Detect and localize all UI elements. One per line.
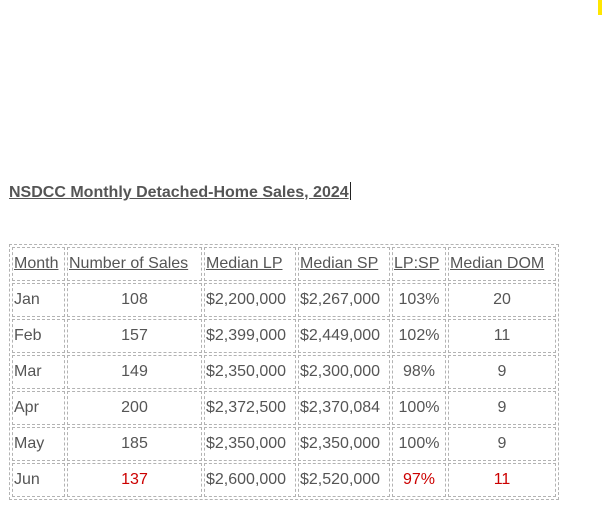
cell-number-of-sales: 185 [67, 427, 202, 461]
header-median-dom: Median DOM [448, 247, 556, 281]
sales-table: Month Number of Sales Median LP Median S… [9, 244, 559, 500]
cell-median-lp: $2,600,000 [204, 463, 296, 497]
cell-median-sp: $2,267,000 [298, 283, 390, 317]
cell-median-lp: $2,350,000 [204, 427, 296, 461]
text-caret [349, 182, 351, 200]
cell-number-of-sales-highlighted: 137 [67, 463, 202, 497]
cell-median-lp: $2,372,500 [204, 391, 296, 425]
cell-lp-sp: 100% [392, 427, 446, 461]
header-median-sp: Median SP [298, 247, 390, 281]
cell-median-sp: $2,520,000 [298, 463, 390, 497]
table-row: Mar 149 $2,350,000 $2,300,000 98% 9 [12, 355, 556, 389]
cell-median-lp: $2,200,000 [204, 283, 296, 317]
table-row: Jan 108 $2,200,000 $2,267,000 103% 20 [12, 283, 556, 317]
table-row: May 185 $2,350,000 $2,350,000 100% 9 [12, 427, 556, 461]
cell-median-sp: $2,300,000 [298, 355, 390, 389]
cell-month: Jan [12, 283, 65, 317]
cell-month: Mar [12, 355, 65, 389]
cell-number-of-sales: 149 [67, 355, 202, 389]
cell-month: May [12, 427, 65, 461]
cell-lp-sp: 102% [392, 319, 446, 353]
cell-month: Jun [12, 463, 65, 497]
cell-median-sp: $2,449,000 [298, 319, 390, 353]
cell-number-of-sales: 200 [67, 391, 202, 425]
cell-median-dom: 9 [448, 355, 556, 389]
cell-median-sp: $2,370,084 [298, 391, 390, 425]
document-title[interactable]: NSDCC Monthly Detached-Home Sales, 2024 [9, 182, 351, 202]
cell-median-dom-highlighted: 11 [448, 463, 556, 497]
cell-median-dom: 11 [448, 319, 556, 353]
cell-median-lp: $2,350,000 [204, 355, 296, 389]
cell-median-dom: 9 [448, 391, 556, 425]
cell-median-lp: $2,399,000 [204, 319, 296, 353]
cell-lp-sp: 103% [392, 283, 446, 317]
document-title-text: NSDCC Monthly Detached-Home Sales, 2024 [9, 184, 349, 201]
cell-number-of-sales: 157 [67, 319, 202, 353]
yellow-cursor-marker [598, 0, 602, 15]
cell-lp-sp: 100% [392, 391, 446, 425]
table-row: Apr 200 $2,372,500 $2,370,084 100% 9 [12, 391, 556, 425]
cell-lp-sp: 98% [392, 355, 446, 389]
table-row: Feb 157 $2,399,000 $2,449,000 102% 11 [12, 319, 556, 353]
cell-median-dom: 9 [448, 427, 556, 461]
header-month: Month [12, 247, 65, 281]
header-median-lp: Median LP [204, 247, 296, 281]
header-number-of-sales: Number of Sales [67, 247, 202, 281]
cell-number-of-sales: 108 [67, 283, 202, 317]
cell-lp-sp-highlighted: 97% [392, 463, 446, 497]
table-row: Jun 137 $2,600,000 $2,520,000 97% 11 [12, 463, 556, 497]
table-header-row: Month Number of Sales Median LP Median S… [12, 247, 556, 281]
header-lp-sp: LP:SP [392, 247, 446, 281]
cell-median-dom: 20 [448, 283, 556, 317]
cell-month: Apr [12, 391, 65, 425]
cell-median-sp: $2,350,000 [298, 427, 390, 461]
cell-month: Feb [12, 319, 65, 353]
